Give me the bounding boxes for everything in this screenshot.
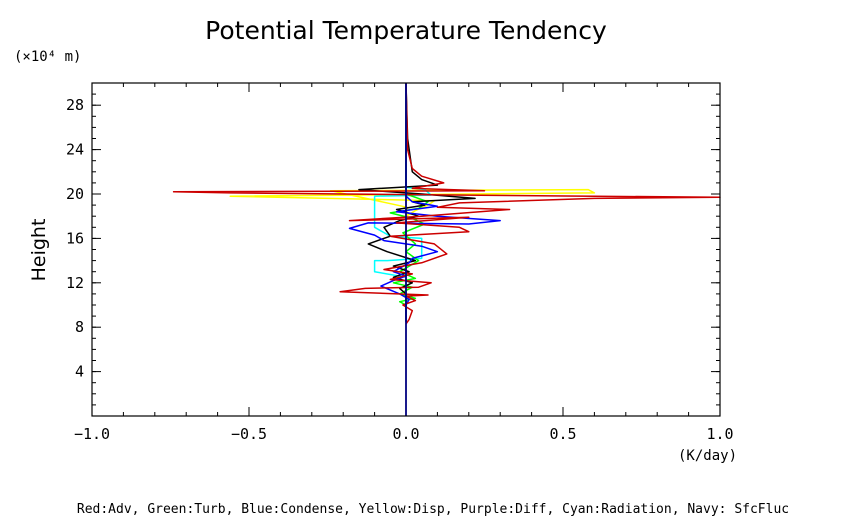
- y-tick-label: 12: [66, 274, 84, 292]
- chart-title: Potential Temperature Tendency: [205, 16, 607, 45]
- y-tick-label: 8: [75, 318, 84, 336]
- y-tick-label: 4: [75, 363, 84, 381]
- x-tick-label: −0.5: [231, 425, 267, 443]
- series-line-3: [358, 82, 476, 322]
- series-line-4: [348, 83, 501, 322]
- x-axis-unit-label: (K/day): [678, 448, 737, 464]
- y-unit-label: (×10⁴ m): [14, 49, 81, 65]
- series-line-5: [172, 82, 721, 325]
- y-tick-label: 16: [66, 229, 84, 247]
- y-tick-label: 24: [66, 141, 84, 159]
- x-tick-label: 1.0: [706, 425, 733, 443]
- x-tick-label: −1.0: [74, 425, 110, 443]
- x-tick-label: 0.5: [549, 425, 576, 443]
- plot-frame: [91, 82, 721, 417]
- y-tick-label: 20: [66, 185, 84, 203]
- x-tick-label: 0.0: [392, 425, 419, 443]
- plot-area: −1.0 −0.5 0.0 0.5 1.0 4 8 12 16 20 24 28: [66, 82, 734, 443]
- legend-caption: Red:Adv, Green:Turb, Blue:Condense, Yell…: [77, 502, 789, 517]
- y-axis-title: Height: [28, 219, 50, 282]
- y-tick-label: 28: [66, 96, 84, 114]
